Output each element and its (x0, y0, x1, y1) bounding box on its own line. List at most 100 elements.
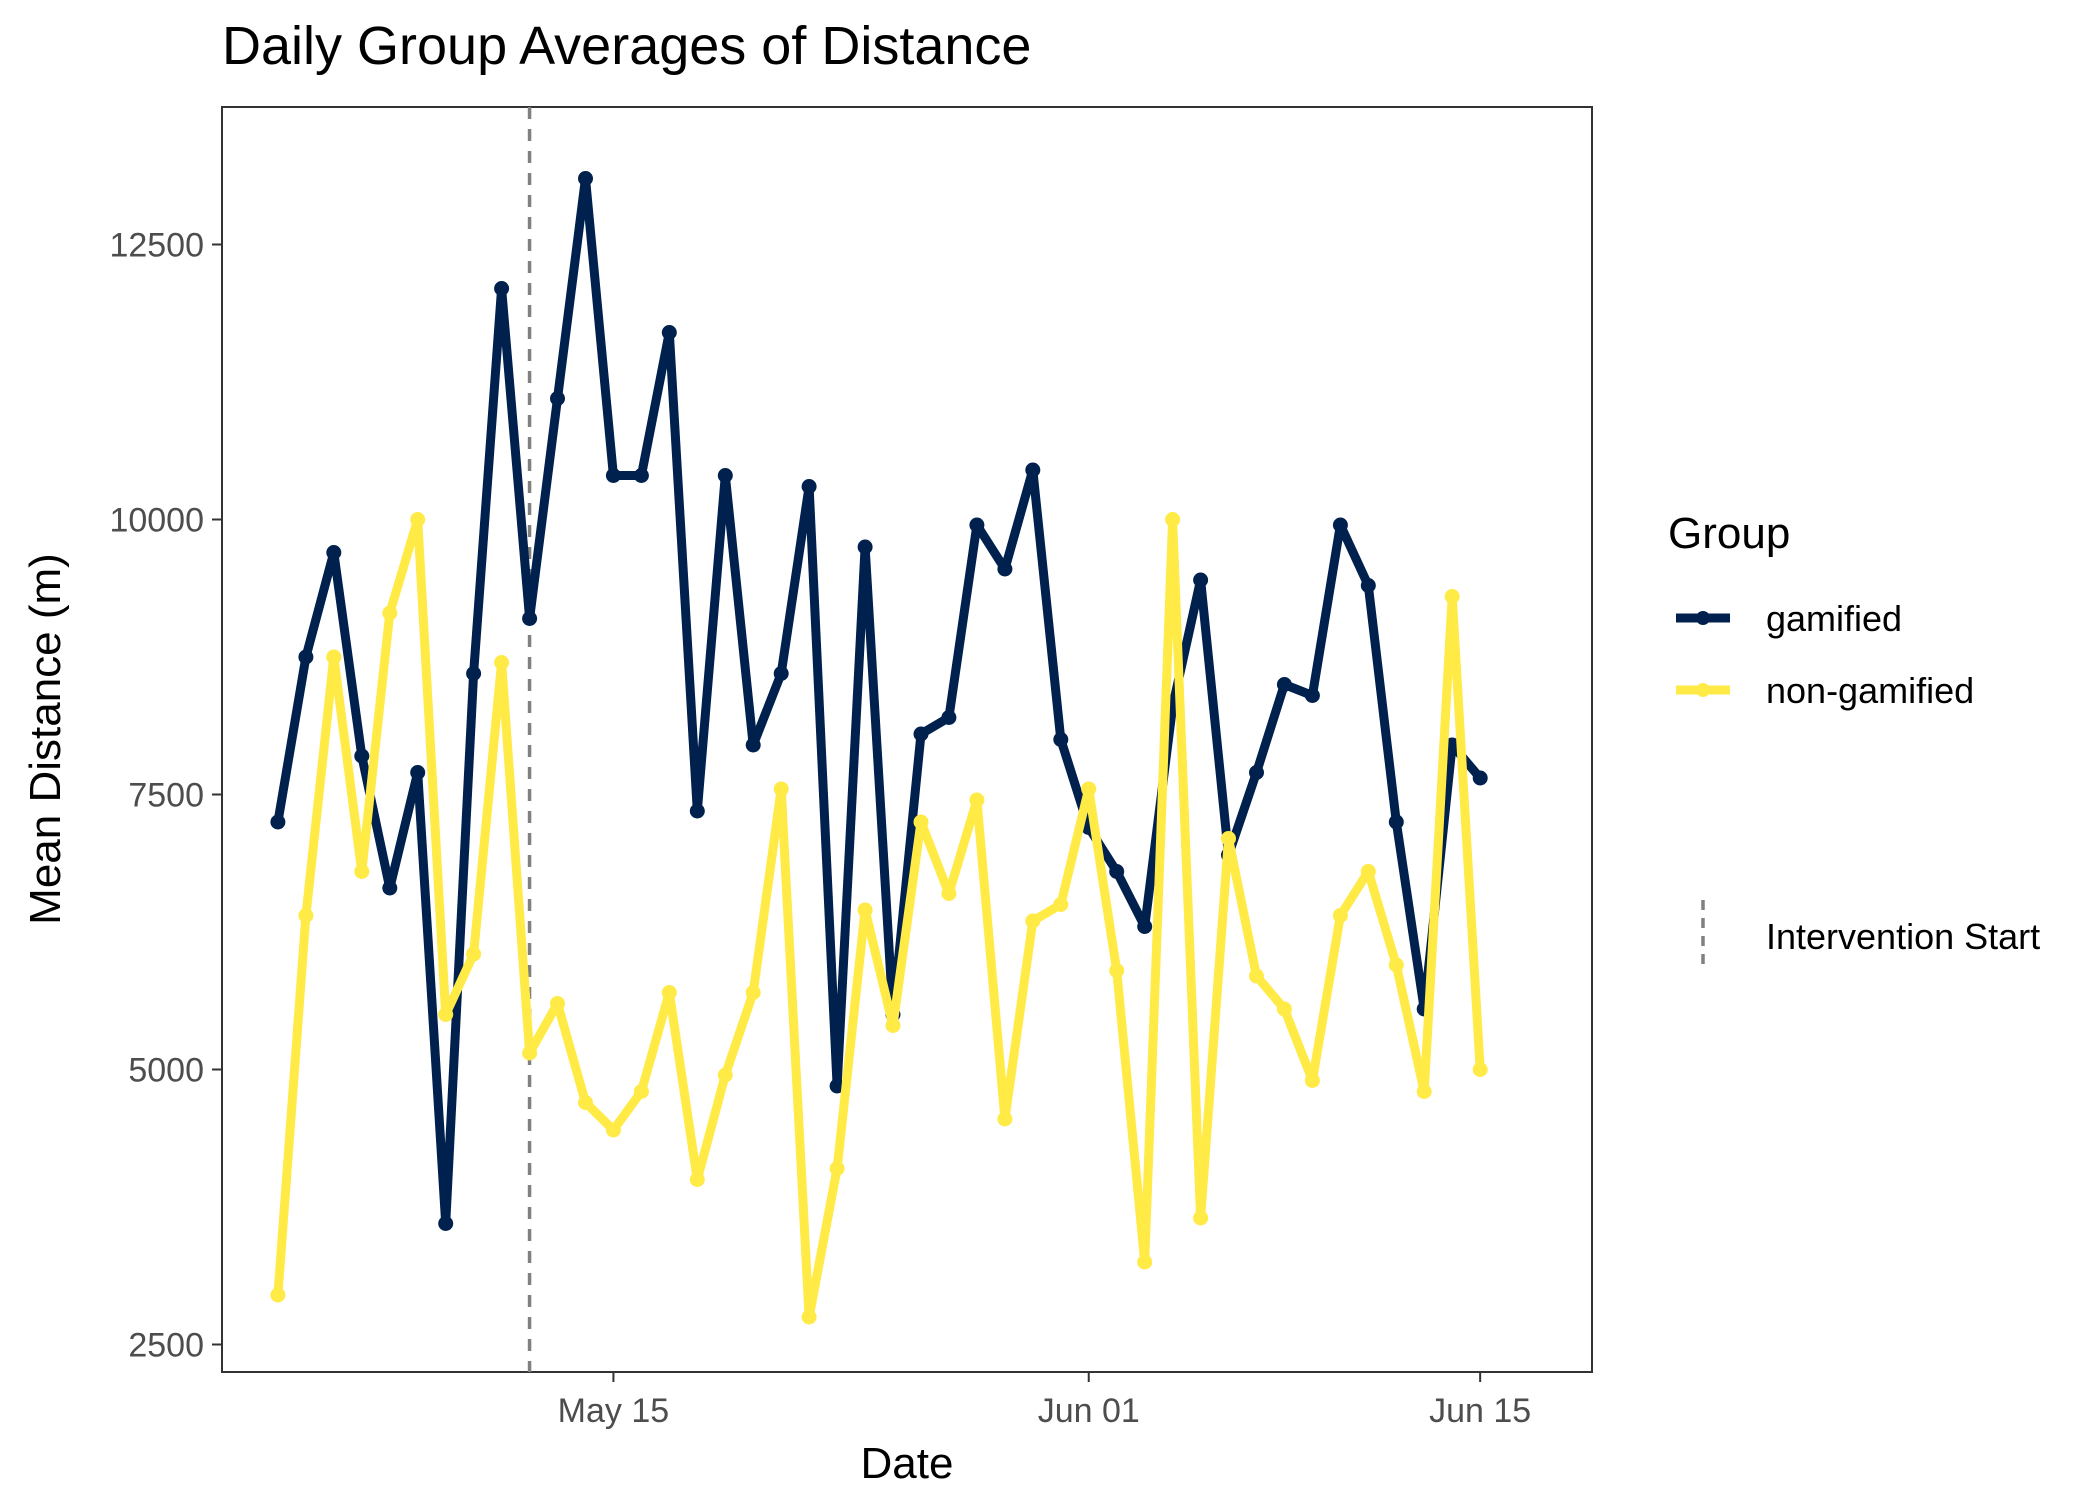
data-point-gamified (633, 468, 649, 483)
y-axis: 2500 5000 7500 10000 12500 (109, 227, 222, 1365)
data-point-gamified (773, 666, 789, 681)
data-point-gamified (382, 880, 398, 896)
data-point-gamified (466, 666, 482, 681)
data-point-gamified (354, 748, 370, 764)
legend-key-point-gamified (1696, 611, 1710, 625)
data-point-non-gamified (913, 814, 929, 830)
x-axis: May 15 Jun 01 Jun 15 (558, 1372, 1531, 1430)
data-point-gamified (550, 391, 565, 406)
data-point-gamified (717, 468, 733, 483)
data-point-non-gamified (1472, 1062, 1488, 1077)
data-point-non-gamified (1165, 512, 1181, 527)
data-point-non-gamified (829, 1161, 845, 1176)
data-point-gamified (1472, 770, 1488, 786)
data-point-gamified (1137, 919, 1153, 934)
data-point-gamified (1276, 677, 1292, 692)
data-point-non-gamified (745, 985, 761, 1000)
data-point-non-gamified (1249, 968, 1264, 984)
data-point-non-gamified (550, 996, 565, 1011)
data-point-gamified (1304, 688, 1320, 703)
legend-item-intervention: Intervention Start (1701, 900, 2040, 972)
y-axis-title: Mean Distance (m) (21, 553, 70, 925)
data-point-gamified (605, 468, 621, 483)
data-point-gamified (270, 814, 286, 830)
data-point-non-gamified (466, 946, 482, 962)
data-point-non-gamified (1276, 1001, 1292, 1017)
series-layer (270, 171, 1488, 1325)
legend-label-gamified: gamified (1766, 598, 1902, 639)
legend-item-non-gamified: non-gamified (1676, 670, 1974, 711)
data-point-gamified (494, 281, 510, 296)
data-point-non-gamified (1109, 963, 1125, 978)
data-point-gamified (913, 726, 929, 742)
data-point-non-gamified (522, 1045, 538, 1061)
x-tick-label: Jun 01 (1038, 1392, 1140, 1430)
legend-key-point-non-gamified (1696, 683, 1710, 697)
data-point-non-gamified (1444, 589, 1460, 604)
data-point-gamified (438, 1216, 454, 1231)
data-point-non-gamified (1081, 781, 1097, 797)
legend-label-non-gamified: non-gamified (1766, 670, 1974, 711)
data-point-gamified (857, 539, 873, 555)
x-tick-label: Jun 15 (1429, 1392, 1531, 1430)
data-point-gamified (969, 517, 985, 533)
data-point-non-gamified (1193, 1210, 1209, 1226)
data-point-non-gamified (801, 1309, 817, 1325)
data-point-non-gamified (857, 902, 873, 918)
data-point-gamified (801, 479, 817, 494)
data-point-non-gamified (997, 1111, 1013, 1127)
chart-title: Daily Group Averages of Distance (222, 16, 1031, 76)
data-point-non-gamified (1025, 913, 1041, 929)
data-point-non-gamified (969, 792, 985, 808)
x-axis-title: Date (861, 1439, 954, 1488)
y-tick-label: 2500 (128, 1327, 204, 1365)
data-point-non-gamified (438, 1007, 454, 1022)
data-point-non-gamified (578, 1095, 593, 1110)
data-point-gamified (1053, 732, 1069, 747)
data-point-non-gamified (1137, 1254, 1153, 1270)
data-point-gamified (689, 803, 705, 819)
data-point-gamified (745, 737, 761, 753)
series-line-gamified (273, 174, 1485, 1228)
legend-label-intervention: Intervention Start (1766, 916, 2040, 957)
data-point-non-gamified (1221, 831, 1236, 846)
y-tick-label: 10000 (109, 502, 204, 540)
legend-item-gamified: gamified (1676, 598, 1902, 639)
data-point-non-gamified (717, 1067, 733, 1083)
data-point-gamified (1332, 517, 1348, 533)
data-point-gamified (410, 765, 426, 780)
data-point-gamified (298, 649, 314, 665)
data-point-non-gamified (1360, 864, 1376, 879)
data-point-non-gamified (410, 512, 426, 527)
data-point-non-gamified (1416, 1084, 1432, 1099)
data-point-non-gamified (494, 655, 510, 670)
data-point-non-gamified (661, 985, 677, 1000)
data-point-gamified (326, 545, 342, 560)
data-point-gamified (1025, 462, 1041, 478)
data-point-gamified (941, 710, 957, 725)
data-point-gamified (1193, 572, 1209, 588)
legend-title: Group (1668, 509, 1790, 558)
data-point-gamified (1249, 765, 1264, 780)
data-point-non-gamified (270, 1287, 286, 1303)
data-point-non-gamified (885, 1018, 901, 1033)
data-point-gamified (661, 325, 677, 340)
data-point-non-gamified (689, 1172, 705, 1187)
data-point-non-gamified (1388, 957, 1404, 973)
data-point-non-gamified (326, 649, 342, 665)
data-point-gamified (1360, 578, 1376, 593)
legend: Group gamified non-gamified Intervention… (1668, 509, 2040, 972)
data-point-gamified (1388, 814, 1404, 830)
data-point-non-gamified (382, 605, 398, 621)
data-point-gamified (829, 1078, 845, 1094)
data-point-non-gamified (633, 1084, 649, 1099)
data-point-non-gamified (1053, 897, 1069, 912)
data-point-non-gamified (1304, 1073, 1320, 1088)
data-point-gamified (1109, 864, 1125, 879)
data-point-non-gamified (605, 1122, 621, 1138)
x-tick-label: May 15 (558, 1392, 670, 1430)
data-point-non-gamified (941, 886, 957, 901)
data-point-gamified (578, 171, 593, 186)
data-point-gamified (522, 611, 538, 626)
